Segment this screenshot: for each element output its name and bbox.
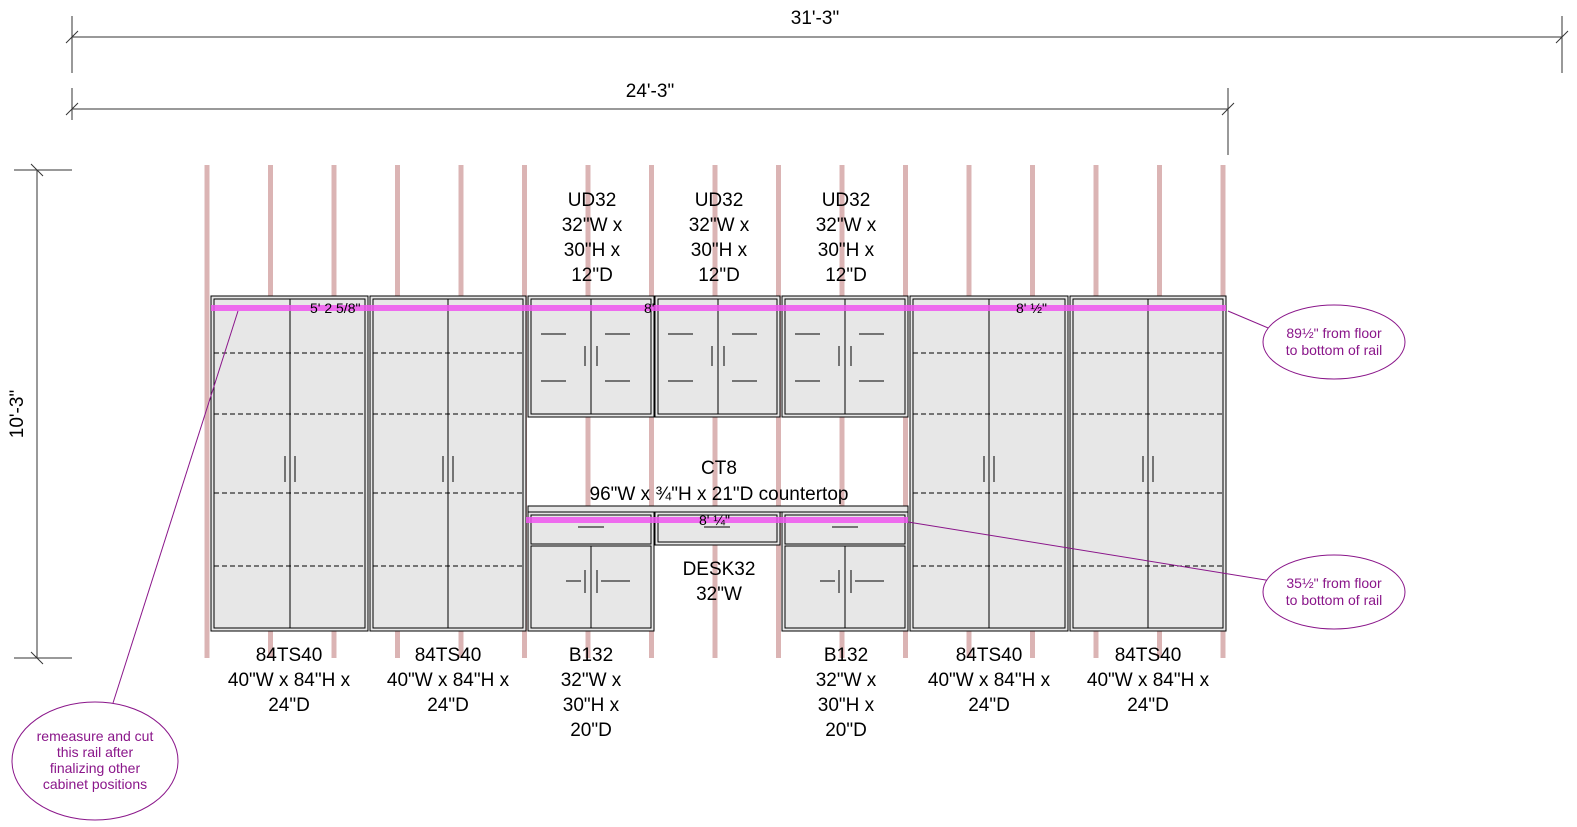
upper-cabinet-1-width: 32"W x <box>562 215 623 236</box>
remeasure-note-line-1: remeasure and cut <box>37 728 154 744</box>
upper-cabinet-1-model: UD32 <box>568 190 617 211</box>
upper-rail <box>211 305 1226 311</box>
upper-cabinet-3-label: UD32 32"W x 30"H x 12"D <box>816 190 877 286</box>
remeasure-note-line-3: finalizing other <box>50 760 141 776</box>
tall-cabinet-1-size: 40"W x 84"H x <box>228 670 351 691</box>
upper-cabinet-3-width: 32"W x <box>816 215 877 236</box>
cabinet-run-width-dimension: 24'-3" <box>626 81 674 102</box>
tall-cabinet-3-size: 40"W x 84"H x <box>928 670 1051 691</box>
base-cabinet-1-label: B132 32"W x 30"H x 20"D <box>561 645 622 741</box>
tall-cabinet-3 <box>909 295 1069 632</box>
upper-cabinet-3-depth: 12"D <box>825 265 867 286</box>
upper-rail-note-line-1: 89½" from floor <box>1286 325 1382 341</box>
lower-rail-note-line-2: to bottom of rail <box>1286 592 1383 608</box>
upper-cabinet-2 <box>654 295 781 418</box>
tall-cabinet-1 <box>210 295 369 632</box>
base-cabinet-2-depth: 20"D <box>825 720 867 741</box>
dimension-lines <box>14 16 1569 665</box>
tall-cabinet-2-label: 84TS40 40"W x 84"H x 24"D <box>387 645 510 716</box>
upper-cabinet-2-height: 30"H x <box>691 240 748 261</box>
base-cabinet-2-height: 30"H x <box>818 695 875 716</box>
remeasure-note: remeasure and cut this rail after finali… <box>11 701 179 821</box>
rail-label-upper-left: 5' 2 5/8" <box>310 300 360 316</box>
lower-rail-note-line-1: 35½" from floor <box>1286 575 1382 591</box>
height-dimension: 10'-3" <box>7 390 28 438</box>
tall-cabinet-3-model: 84TS40 <box>956 645 1023 666</box>
base-cabinet-1 <box>527 511 655 632</box>
upper-cabinet-1-label: UD32 32"W x 30"H x 12"D <box>562 190 623 286</box>
tall-cabinet-2-size: 40"W x 84"H x <box>387 670 510 691</box>
tall-cabinet-2 <box>369 295 527 632</box>
rail-label-upper-mid: 8' <box>644 300 654 316</box>
desk-model: DESK32 <box>683 559 756 580</box>
remeasure-note-line-2: this rail after <box>57 744 134 760</box>
base-cabinet-2-width: 32"W x <box>816 670 877 691</box>
lower-rail-note: 35½" from floor to bottom of rail <box>1262 554 1406 630</box>
tall-cabinet-4-label: 84TS40 40"W x 84"H x 24"D <box>1087 645 1210 716</box>
tall-cabinet-4-depth: 24"D <box>1127 695 1169 716</box>
stud-line <box>204 165 210 658</box>
tall-cabinet-3-label: 84TS40 40"W x 84"H x 24"D <box>928 645 1051 716</box>
upper-cabinet-1-height: 30"H x <box>564 240 621 261</box>
countertop-label: CT8 96"W x ¾"H x 21"D countertop <box>590 458 849 505</box>
countertop-model: CT8 <box>701 458 737 479</box>
rail-label-upper-right: 8' ½" <box>1016 300 1047 316</box>
base-cabinet-2 <box>781 511 909 632</box>
rail-label-lower-mid: 8' ¼" <box>699 512 730 528</box>
desk-label: DESK32 32"W <box>683 559 756 605</box>
upper-cabinet-2-label: UD32 32"W x 30"H x 12"D <box>689 190 750 286</box>
upper-cabinet-2-depth: 12"D <box>698 265 740 286</box>
lower-rail <box>526 517 908 523</box>
tall-cabinet-4 <box>1069 295 1227 632</box>
tall-cabinet-2-model: 84TS40 <box>415 645 482 666</box>
upper-cabinet-3-model: UD32 <box>822 190 871 211</box>
remeasure-note-line-4: cabinet positions <box>43 776 147 792</box>
overall-width-dimension: 31'-3" <box>791 8 839 29</box>
base-cabinet-2-label: B132 32"W x 30"H x 20"D <box>816 645 877 741</box>
base-cabinet-1-height: 30"H x <box>563 695 620 716</box>
base-cabinet-1-width: 32"W x <box>561 670 622 691</box>
tall-cabinet-4-model: 84TS40 <box>1115 645 1182 666</box>
countertop-size: 96"W x ¾"H x 21"D countertop <box>590 484 849 505</box>
base-cabinet-2-model: B132 <box>824 645 868 666</box>
upper-cabinet-3 <box>781 295 909 418</box>
upper-cabinet-2-width: 32"W x <box>689 215 750 236</box>
upper-rail-note-line-2: to bottom of rail <box>1286 342 1383 358</box>
upper-rail-note: 89½" from floor to bottom of rail <box>1262 304 1406 380</box>
upper-cabinet-2-model: UD32 <box>695 190 744 211</box>
desk-width: 32"W <box>696 584 742 605</box>
tall-cabinet-1-model: 84TS40 <box>256 645 323 666</box>
upper-cabinet-3-height: 30"H x <box>818 240 875 261</box>
upper-cabinet-1 <box>527 295 655 418</box>
upper-cabinet-1-depth: 12"D <box>571 265 613 286</box>
tall-cabinet-4-size: 40"W x 84"H x <box>1087 670 1210 691</box>
tall-cabinet-3-depth: 24"D <box>968 695 1010 716</box>
base-cabinet-1-model: B132 <box>569 645 613 666</box>
base-cabinet-1-depth: 20"D <box>570 720 612 741</box>
tall-cabinet-1-depth: 24"D <box>268 695 310 716</box>
tall-cabinet-1-label: 84TS40 40"W x 84"H x 24"D <box>228 645 351 716</box>
tall-cabinet-2-depth: 24"D <box>427 695 469 716</box>
